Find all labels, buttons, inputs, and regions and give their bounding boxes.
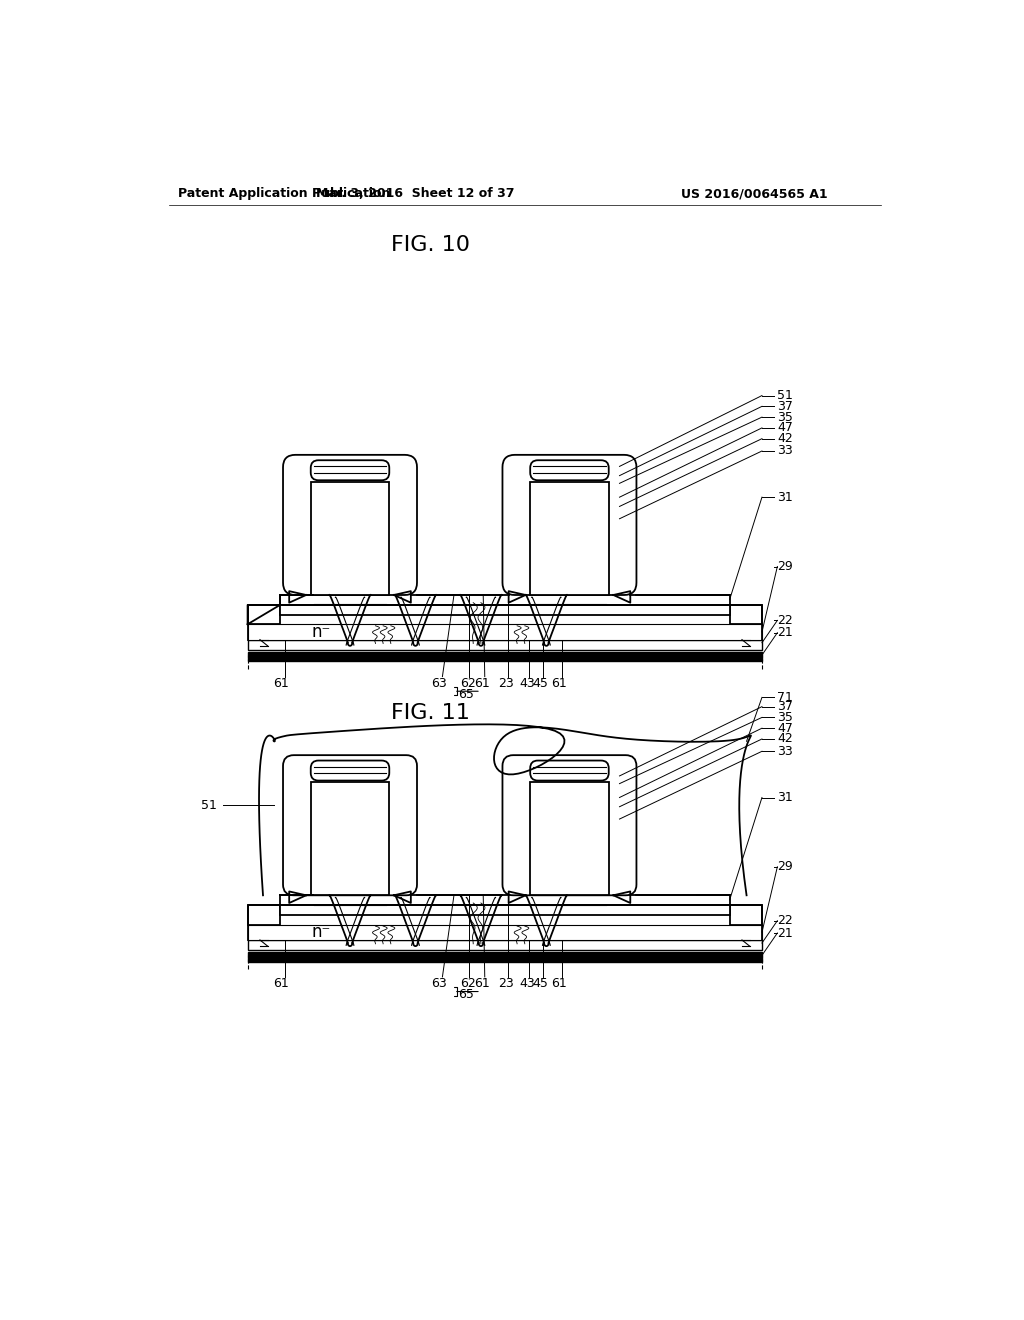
Bar bbox=[248, 605, 280, 624]
Bar bbox=[248, 640, 762, 649]
Bar bbox=[530, 781, 608, 895]
Text: 33: 33 bbox=[777, 744, 794, 758]
Bar bbox=[248, 906, 280, 924]
Text: Patent Application Publication: Patent Application Publication bbox=[178, 187, 391, 201]
Bar bbox=[248, 924, 762, 940]
FancyBboxPatch shape bbox=[310, 760, 389, 780]
Text: 35: 35 bbox=[777, 711, 794, 723]
Bar bbox=[530, 482, 608, 595]
Bar bbox=[248, 952, 762, 961]
Text: 62: 62 bbox=[460, 977, 476, 990]
Bar bbox=[280, 605, 730, 615]
Text: 61: 61 bbox=[273, 977, 290, 990]
Text: 37: 37 bbox=[777, 700, 794, 713]
Text: 63: 63 bbox=[431, 677, 446, 690]
Text: n⁻: n⁻ bbox=[312, 623, 331, 642]
Bar bbox=[730, 906, 762, 924]
Text: 61: 61 bbox=[551, 677, 566, 690]
Text: 51: 51 bbox=[777, 389, 794, 403]
Text: 61: 61 bbox=[474, 977, 489, 990]
FancyBboxPatch shape bbox=[530, 760, 608, 780]
Text: 47: 47 bbox=[777, 421, 794, 434]
Text: 23: 23 bbox=[498, 677, 513, 690]
Bar bbox=[310, 781, 389, 895]
Text: 42: 42 bbox=[777, 733, 794, 746]
Text: 29: 29 bbox=[777, 861, 794, 874]
Text: 35: 35 bbox=[777, 411, 794, 424]
Text: 65: 65 bbox=[459, 688, 474, 701]
Text: 47: 47 bbox=[777, 722, 794, 735]
Text: 71: 71 bbox=[777, 690, 794, 704]
Text: 21: 21 bbox=[777, 927, 794, 940]
Text: 61: 61 bbox=[474, 677, 489, 690]
Bar bbox=[248, 624, 762, 640]
Text: 37: 37 bbox=[777, 400, 794, 413]
Text: 65: 65 bbox=[459, 989, 474, 1001]
Bar bbox=[248, 940, 762, 950]
Text: 61: 61 bbox=[273, 677, 290, 690]
FancyBboxPatch shape bbox=[310, 461, 389, 480]
Text: 61: 61 bbox=[551, 977, 566, 990]
Text: 21: 21 bbox=[777, 626, 794, 639]
Text: 43: 43 bbox=[519, 977, 535, 990]
Text: 23: 23 bbox=[498, 977, 513, 990]
Text: 63: 63 bbox=[431, 977, 446, 990]
Bar bbox=[730, 605, 762, 624]
Text: 31: 31 bbox=[777, 791, 794, 804]
Text: Mar. 3, 2016  Sheet 12 of 37: Mar. 3, 2016 Sheet 12 of 37 bbox=[316, 187, 515, 201]
Text: 45: 45 bbox=[532, 977, 548, 990]
Text: n⁻: n⁻ bbox=[312, 923, 331, 941]
Text: FIG. 11: FIG. 11 bbox=[391, 702, 470, 723]
FancyBboxPatch shape bbox=[283, 755, 417, 895]
Text: 31: 31 bbox=[777, 491, 794, 504]
Text: 62: 62 bbox=[460, 677, 476, 690]
Text: 43: 43 bbox=[519, 677, 535, 690]
FancyBboxPatch shape bbox=[503, 755, 637, 895]
Bar bbox=[310, 482, 389, 595]
FancyBboxPatch shape bbox=[283, 455, 417, 595]
Text: US 2016/0064565 A1: US 2016/0064565 A1 bbox=[681, 187, 827, 201]
Text: 42: 42 bbox=[777, 432, 794, 445]
Text: 45: 45 bbox=[532, 677, 548, 690]
Text: FIG. 10: FIG. 10 bbox=[391, 235, 470, 255]
Text: 22: 22 bbox=[777, 915, 794, 927]
FancyBboxPatch shape bbox=[503, 455, 637, 595]
Text: 29: 29 bbox=[777, 560, 794, 573]
Bar bbox=[248, 652, 762, 661]
Text: 33: 33 bbox=[777, 445, 794, 458]
Text: 51: 51 bbox=[201, 799, 217, 812]
Bar bbox=[280, 906, 730, 915]
FancyBboxPatch shape bbox=[530, 461, 608, 480]
Text: 22: 22 bbox=[777, 614, 794, 627]
